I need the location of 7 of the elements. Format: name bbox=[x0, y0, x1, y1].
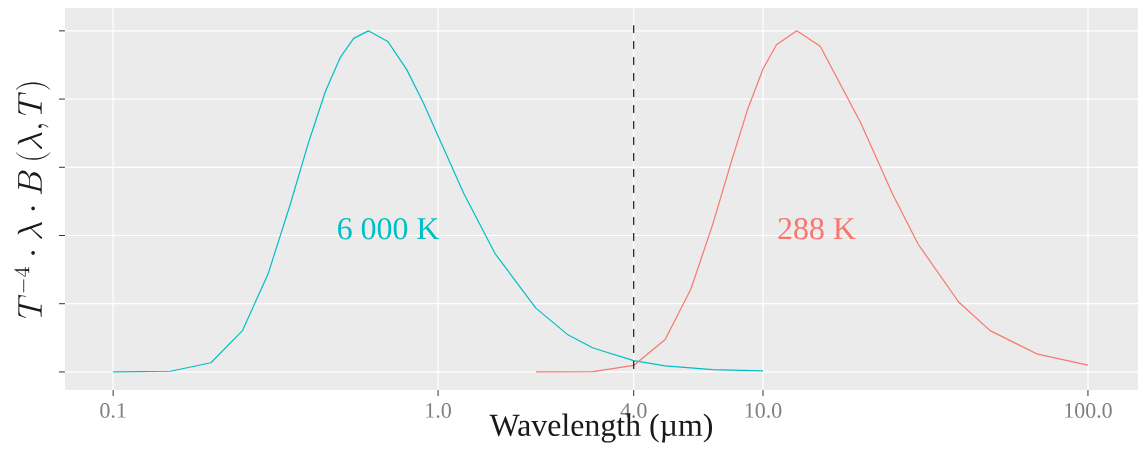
x-tick-label: 1.0 bbox=[426, 403, 451, 418]
x-tick-label: 100.0 bbox=[1065, 403, 1112, 418]
y-axis-title: $T^{-4} \cdot \lambda \cdot B\left(\lambda, T\right)$ bbox=[14, 82, 51, 318]
series-label: 6 000 K bbox=[338, 217, 440, 240]
x-tick-label: 10.0 bbox=[745, 403, 782, 418]
series-label: 288 K bbox=[778, 217, 856, 240]
x-tick-label: 0.1 bbox=[100, 403, 126, 418]
